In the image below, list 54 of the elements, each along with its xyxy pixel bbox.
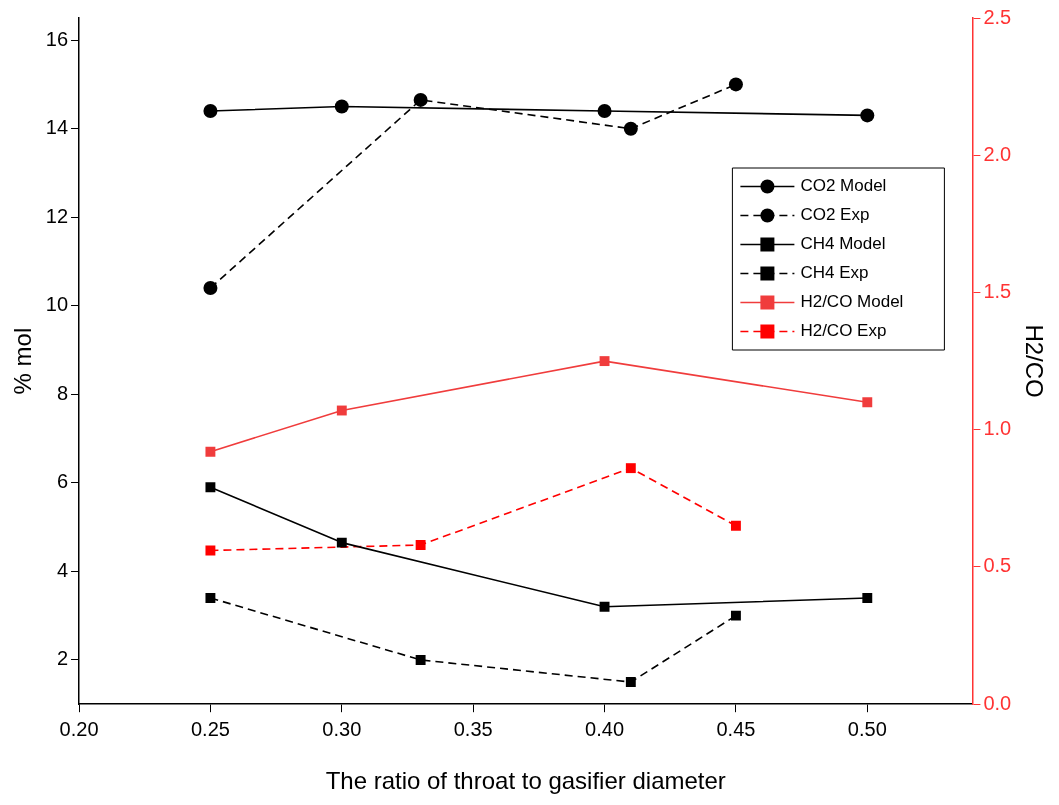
point	[597, 103, 612, 118]
legend-label: CO2 Model	[800, 176, 887, 196]
y-tick-label: 10	[45, 293, 69, 316]
y-tick-label: 6	[56, 470, 69, 493]
x-tick-label: 0.40	[585, 717, 625, 740]
point	[415, 540, 426, 550]
legend-label: H2/CO Model	[800, 292, 904, 312]
point	[205, 593, 216, 603]
point	[730, 520, 741, 531]
point	[413, 92, 428, 107]
point	[730, 610, 741, 621]
y-axis-title: % mol	[9, 327, 37, 395]
point	[336, 537, 347, 548]
y-tick-label: 8	[56, 381, 69, 404]
point	[205, 446, 216, 457]
y2-axis-title: H2/CO	[1020, 324, 1048, 398]
x-tick-label: 0.50	[847, 717, 887, 740]
y2-tick-label: 2.0	[983, 142, 1012, 165]
y-tick-label: 2	[56, 647, 69, 670]
point	[625, 463, 636, 474]
y2-tick-label: 1.0	[983, 417, 1012, 440]
y-tick-label: 16	[45, 27, 69, 50]
point	[625, 677, 636, 688]
x-tick-label: 0.20	[59, 717, 99, 740]
point	[862, 593, 873, 603]
point	[205, 482, 216, 493]
point	[728, 77, 743, 92]
point	[860, 108, 875, 123]
point	[336, 405, 347, 416]
x-axis-title: The ratio of throat to gasifier diameter	[325, 767, 726, 795]
y2-tick-label: 0.0	[983, 691, 1012, 714]
point	[623, 121, 638, 136]
point	[415, 654, 426, 665]
legend-label: CH4 Exp	[800, 263, 869, 283]
point	[599, 356, 610, 367]
x-tick-label: 0.30	[322, 717, 362, 740]
point	[862, 397, 873, 408]
y-tick-label: 12	[45, 204, 69, 227]
point	[203, 281, 218, 296]
y-tick-label: 14	[45, 116, 69, 139]
point	[203, 103, 218, 118]
y2-tick-label: 1.5	[983, 280, 1012, 302]
y-tick-label: 4	[56, 558, 69, 581]
legend-label: CH4 Model	[800, 234, 886, 254]
point	[334, 99, 349, 114]
x-tick-label: 0.45	[716, 717, 756, 740]
x-tick-label: 0.35	[453, 717, 493, 740]
legend-label: H2/CO Exp	[800, 321, 887, 341]
point	[205, 545, 216, 556]
y2-tick-label: 2.5	[983, 5, 1012, 28]
legend-label: CO2 Exp	[800, 205, 870, 225]
point	[599, 601, 610, 612]
x-tick-label: 0.25	[190, 717, 230, 740]
y2-tick-label: 0.5	[983, 554, 1012, 577]
